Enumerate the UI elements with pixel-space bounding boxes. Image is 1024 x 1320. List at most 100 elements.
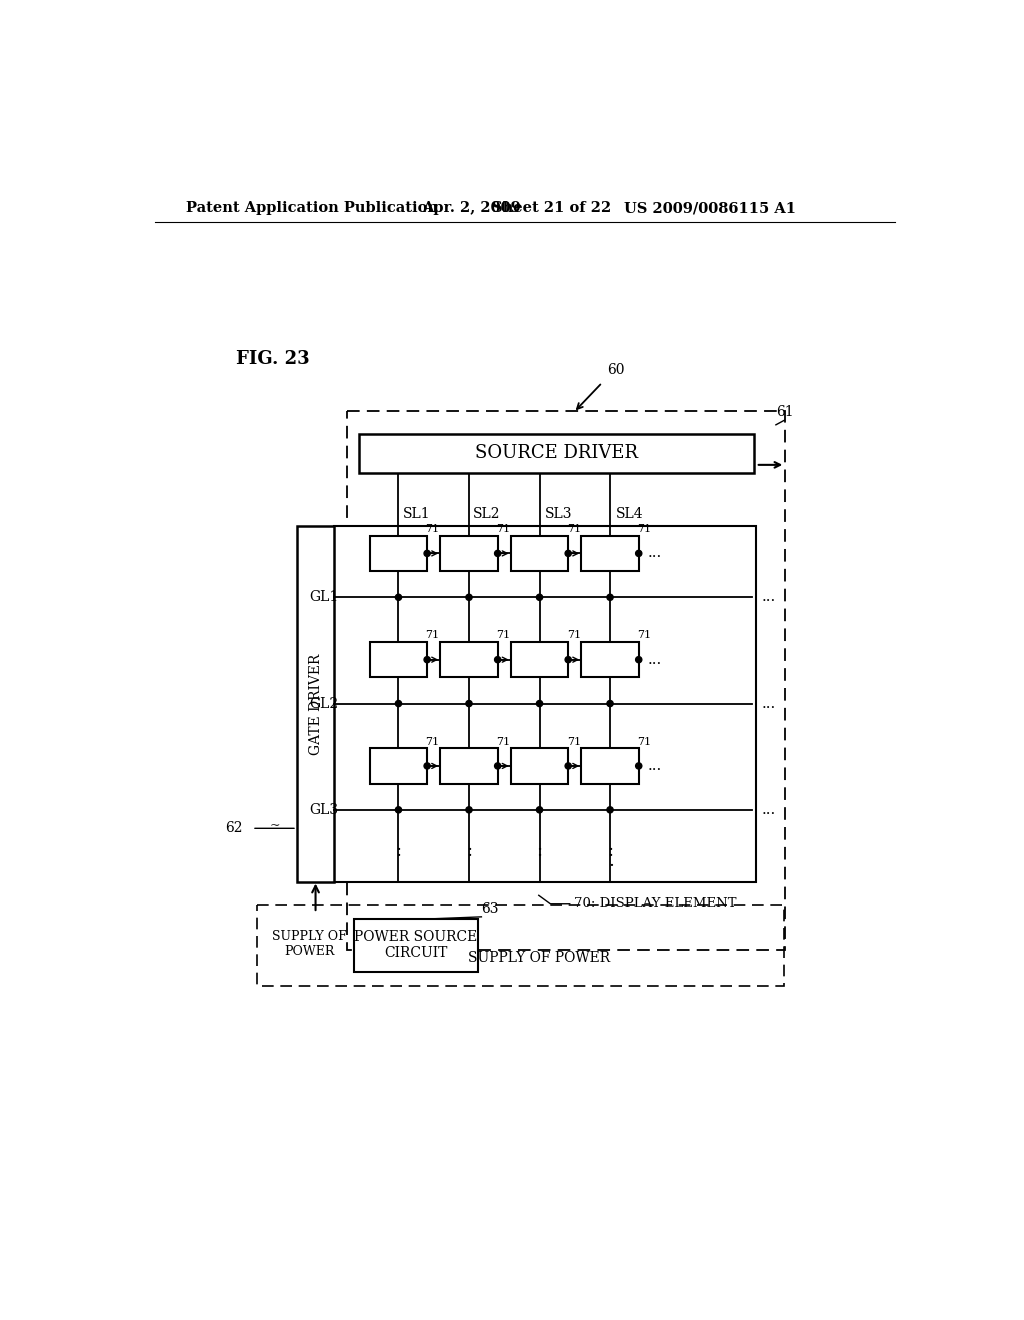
Circle shape [607, 807, 613, 813]
Text: PIXEL: PIXEL [592, 760, 628, 771]
Circle shape [466, 701, 472, 706]
Text: 60: 60 [607, 363, 625, 378]
Circle shape [466, 807, 472, 813]
Text: 71: 71 [426, 737, 439, 747]
Circle shape [495, 656, 501, 663]
Circle shape [565, 550, 571, 557]
Text: :: : [607, 842, 613, 861]
Text: SL4: SL4 [615, 507, 643, 521]
Text: PIXEL: PIXEL [452, 760, 486, 771]
Bar [440, 642, 498, 677]
Circle shape [495, 550, 501, 557]
Text: 62: 62 [225, 821, 243, 836]
Text: GL2: GL2 [309, 697, 339, 710]
Text: 71: 71 [637, 631, 651, 640]
Text: Sheet 21 of 22: Sheet 21 of 22 [493, 202, 611, 215]
Circle shape [466, 594, 472, 601]
Text: 71: 71 [496, 737, 510, 747]
Circle shape [607, 594, 613, 601]
Text: PIXEL: PIXEL [592, 655, 628, 665]
Bar [511, 642, 568, 677]
Text: 71: 71 [426, 524, 439, 535]
Circle shape [395, 807, 401, 813]
Text: ...: ... [648, 652, 663, 667]
Bar [347, 411, 785, 950]
Circle shape [565, 763, 571, 770]
Bar [582, 748, 639, 784]
Bar [334, 527, 756, 882]
Text: ~: ~ [270, 820, 281, 833]
Text: PIXEL: PIXEL [381, 760, 416, 771]
Circle shape [395, 701, 401, 706]
Text: 71: 71 [496, 524, 510, 535]
Bar [440, 748, 498, 784]
Text: GL3: GL3 [309, 803, 339, 817]
Text: GATE DRIVER: GATE DRIVER [308, 653, 323, 755]
Text: SL1: SL1 [402, 507, 430, 521]
Circle shape [607, 701, 613, 706]
Text: ...: ... [762, 590, 776, 605]
Text: PIXEL: PIXEL [452, 548, 486, 558]
Bar [511, 536, 568, 572]
Text: 71: 71 [637, 737, 651, 747]
Bar [353, 919, 477, 972]
Text: 71: 71 [637, 524, 651, 535]
Text: :: : [466, 842, 472, 861]
Text: 61: 61 [776, 405, 794, 418]
Text: Patent Application Publication: Patent Application Publication [186, 202, 438, 215]
Text: SOURCE DRIVER: SOURCE DRIVER [475, 445, 638, 462]
Bar [370, 748, 427, 784]
Text: SUPPLY OF POWER: SUPPLY OF POWER [468, 950, 610, 965]
Bar [582, 642, 639, 677]
Text: ...: ... [762, 803, 776, 817]
Text: .: . [608, 851, 614, 870]
Text: 71: 71 [496, 631, 510, 640]
Text: SL3: SL3 [545, 507, 572, 521]
Circle shape [537, 807, 543, 813]
Text: FIG. 23: FIG. 23 [237, 350, 310, 367]
Text: 71: 71 [566, 631, 581, 640]
Text: 63: 63 [480, 902, 498, 916]
Bar [257, 906, 784, 986]
Text: PIXEL: PIXEL [522, 655, 557, 665]
Circle shape [537, 594, 543, 601]
Circle shape [395, 594, 401, 601]
Bar [370, 642, 427, 677]
Text: 71: 71 [566, 737, 581, 747]
Text: PIXEL: PIXEL [522, 760, 557, 771]
Circle shape [424, 550, 430, 557]
Text: PIXEL: PIXEL [381, 655, 416, 665]
Text: ...: ... [648, 759, 663, 774]
Circle shape [636, 656, 642, 663]
Circle shape [636, 763, 642, 770]
Bar [359, 434, 755, 473]
Text: GL1: GL1 [309, 590, 339, 605]
Text: SL2: SL2 [473, 507, 501, 521]
Text: PIXEL: PIXEL [522, 548, 557, 558]
Text: ...: ... [648, 546, 663, 561]
Circle shape [636, 550, 642, 557]
Bar [440, 536, 498, 572]
Text: PIXEL: PIXEL [381, 548, 416, 558]
Text: PIXEL: PIXEL [592, 548, 628, 558]
Text: SUPPLY OF
POWER: SUPPLY OF POWER [272, 929, 347, 958]
Text: POWER SOURCE
CIRCUIT: POWER SOURCE CIRCUIT [354, 931, 477, 961]
Circle shape [424, 763, 430, 770]
Text: 70: DISPLAY ELEMENT: 70: DISPLAY ELEMENT [573, 898, 736, 911]
Text: PIXEL: PIXEL [452, 655, 486, 665]
Text: :: : [537, 842, 543, 861]
Text: :: : [395, 842, 401, 861]
Text: Apr. 2, 2009: Apr. 2, 2009 [423, 202, 521, 215]
Bar [370, 536, 427, 572]
Bar [511, 748, 568, 784]
Circle shape [565, 656, 571, 663]
Circle shape [495, 763, 501, 770]
Bar [297, 527, 334, 882]
Text: 71: 71 [426, 631, 439, 640]
Text: ...: ... [762, 697, 776, 710]
Text: 71: 71 [566, 524, 581, 535]
Circle shape [424, 656, 430, 663]
Circle shape [537, 701, 543, 706]
Text: US 2009/0086115 A1: US 2009/0086115 A1 [624, 202, 796, 215]
Bar [582, 536, 639, 572]
